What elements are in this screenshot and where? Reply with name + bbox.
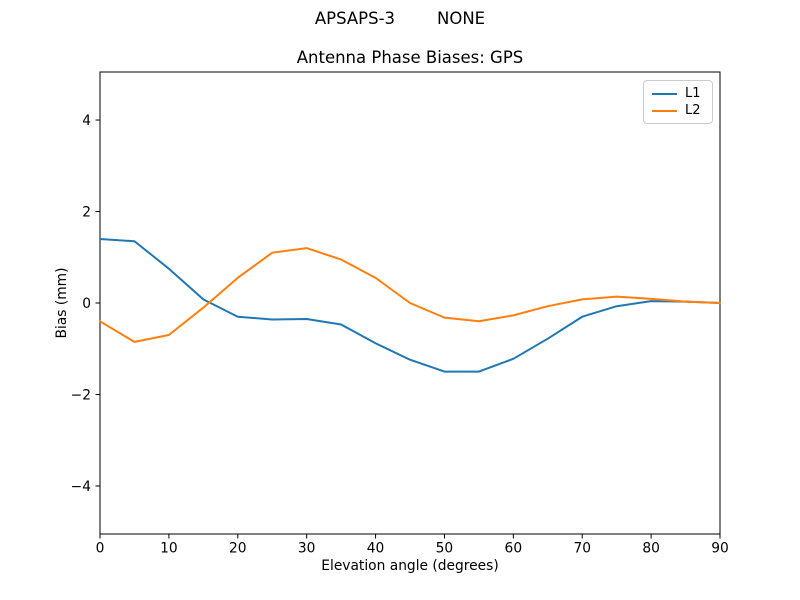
legend-item-l2: L2	[652, 104, 704, 117]
x-axis-label: Elevation angle (degrees)	[321, 558, 499, 574]
x-axis: 0 10 20 30 40 50 60 70 80 90	[96, 534, 729, 557]
y-tick-label: 2	[82, 204, 91, 220]
x-tick-label: 20	[229, 541, 247, 557]
x-tick-label: 0	[96, 541, 105, 557]
x-tick-label: 40	[367, 541, 385, 557]
x-tick-label: 50	[436, 541, 454, 557]
x-tick-label: 80	[642, 541, 660, 557]
y-tick-label: −2	[71, 387, 91, 403]
y-axis-label: Bias (mm)	[54, 267, 70, 339]
y-axis: −4 −2 0 2 4	[71, 113, 100, 495]
legend-label-l2: L2	[685, 103, 701, 118]
x-tick-label: 30	[298, 541, 316, 557]
y-tick-label: 4	[82, 113, 91, 129]
series-line-l1	[99, 237, 721, 373]
l1-line-sample-icon	[652, 92, 677, 95]
x-tick-label: 10	[160, 541, 178, 557]
series-line-l2	[99, 247, 721, 343]
legend-item-l1: L1	[652, 87, 704, 100]
x-tick-label: 90	[711, 541, 729, 557]
legend: L1 L2	[643, 80, 713, 124]
y-tick-label: −4	[71, 479, 91, 495]
legend-label-l1: L1	[685, 86, 701, 101]
x-tick-label: 70	[573, 541, 591, 557]
x-tick-label: 60	[505, 541, 523, 557]
chart-title: Antenna Phase Biases: GPS	[296, 48, 524, 67]
l2-line-sample-icon	[652, 109, 677, 112]
suptitle: APSAPS-3 NONE	[314, 9, 486, 28]
y-tick-label: 0	[82, 296, 91, 312]
